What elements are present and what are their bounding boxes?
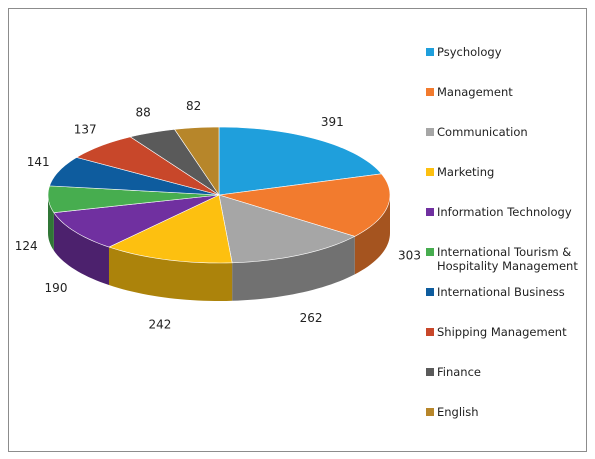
pie-slice [129,129,220,196]
slice-top [174,126,220,196]
legend-swatch [426,208,434,216]
pie-slice [218,194,356,301]
legend-swatch [426,88,434,96]
legend-swatch [426,128,434,136]
pie-slice [174,126,220,196]
legend-label: Marketing [437,165,495,179]
pie-slice [218,126,383,196]
legend-item: Management [426,85,594,99]
slice-side [108,247,233,301]
legend-item: Shipping Management [426,325,594,339]
legend-label: Shipping Management [437,325,567,339]
legend-swatch [426,168,434,176]
legend-item: Finance [426,365,594,379]
legend-swatch [426,48,434,56]
legend-label: English [437,405,479,419]
legend-item: Communication [426,125,594,139]
legend-label: International Business [437,285,565,299]
legend-swatch [426,248,434,256]
legend-item: International Business [426,285,594,299]
pie-slice [108,194,233,301]
legend-swatch [426,368,434,376]
slice-side [354,195,390,275]
pie-slice [218,173,391,275]
slice-top [218,194,356,264]
slice-side [53,212,109,286]
pie-slice [75,136,220,196]
legend-item: Marketing [426,165,594,179]
slice-top [108,194,233,264]
value-label: 82 [186,99,201,113]
slice-side [48,195,54,251]
legend-item: Information Technology [426,205,594,219]
legend-item: Psychology [426,45,594,59]
legend-label: Finance [437,365,481,379]
legend-item: International Tourism & Hospitality Mana… [426,245,594,273]
value-label: 303 [398,248,421,262]
slice-side [232,236,355,301]
pie-slice [47,185,220,251]
slice-top [47,185,220,213]
slice-top [218,173,391,237]
value-label: 391 [321,115,344,129]
slice-top [53,194,220,248]
slice-top [129,129,220,196]
value-label: 88 [135,106,150,120]
value-label: 137 [74,123,97,137]
slice-top [218,126,383,196]
legend-label: Management [437,85,513,99]
value-label: 262 [300,311,323,325]
chart-frame [8,8,587,452]
legend-label: International Tourism & Hospitality Mana… [437,245,578,273]
legend-item: English [426,405,594,419]
slice-top [49,157,220,196]
value-label: 141 [27,155,50,169]
legend-label: Communication [437,125,528,139]
value-label: 242 [148,318,171,332]
value-label: 124 [15,239,38,253]
legend-label: Information Technology [437,205,572,219]
value-label: 190 [45,281,68,295]
legend-swatch [426,288,434,296]
pie-slice [49,157,220,196]
legend-swatch [426,408,434,416]
slice-top [75,136,220,196]
legend-label: Psychology [437,45,502,59]
pie-slice [53,194,220,286]
legend-swatch [426,328,434,336]
